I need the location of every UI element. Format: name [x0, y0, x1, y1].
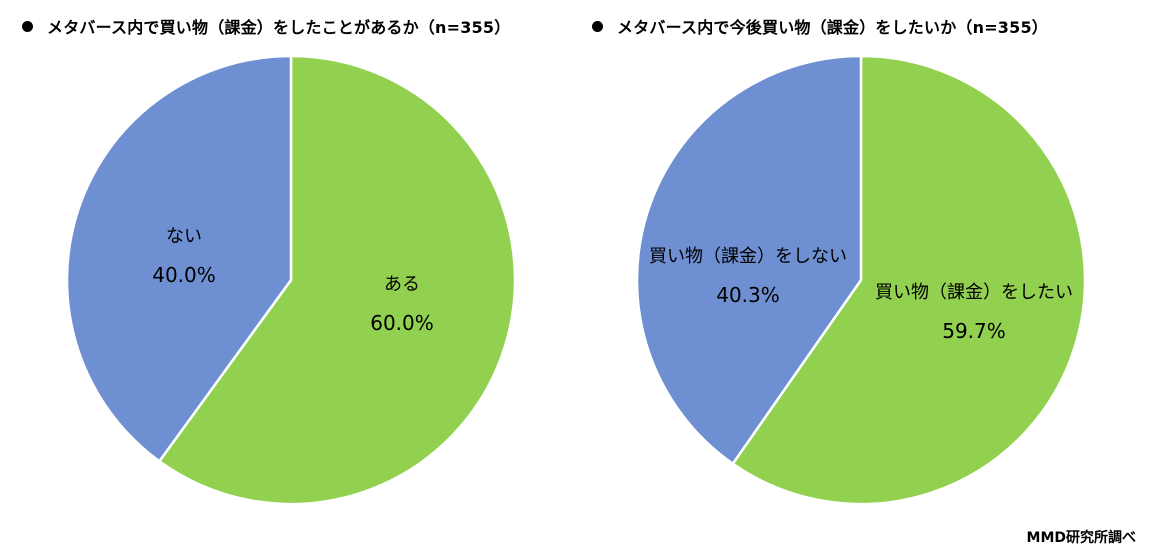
slice-value-label: 40.3%: [716, 283, 780, 307]
slice-label: 買い物（課金）をしない: [649, 246, 847, 267]
pie-slice-yes: [158, 54, 517, 506]
pie-chart-purchase-experience: ある 60.0% ない 40.0%: [65, 54, 517, 506]
slice-label: ない: [166, 226, 202, 247]
slice-label: 買い物（課金）をしたい: [875, 282, 1073, 303]
chart-title-text: メタバース内で買い物（課金）をしたことがあるか（n=355）: [47, 18, 511, 37]
chart-title-text: メタバース内で今後買い物（課金）をしたいか（n=355）: [617, 18, 1048, 37]
slice-label: ある: [384, 274, 420, 295]
source-credit: MMD研究所調べ: [1026, 530, 1136, 546]
slice-value-label: 59.7%: [942, 319, 1006, 343]
bullet-icon: [22, 21, 33, 32]
slice-value-label: 60.0%: [370, 311, 434, 335]
slice-value-label: 40.0%: [152, 263, 216, 287]
chart-title-purchase-intent: メタバース内で今後買い物（課金）をしたいか（n=355）: [592, 14, 1048, 38]
pie-slice-no: [65, 54, 293, 463]
chart-title-purchase-experience: メタバース内で買い物（課金）をしたことがあるか（n=355）: [22, 14, 510, 38]
pie-slice-yes: [731, 54, 1087, 506]
bullet-icon: [592, 21, 603, 32]
pie-slice-no: [635, 54, 863, 465]
